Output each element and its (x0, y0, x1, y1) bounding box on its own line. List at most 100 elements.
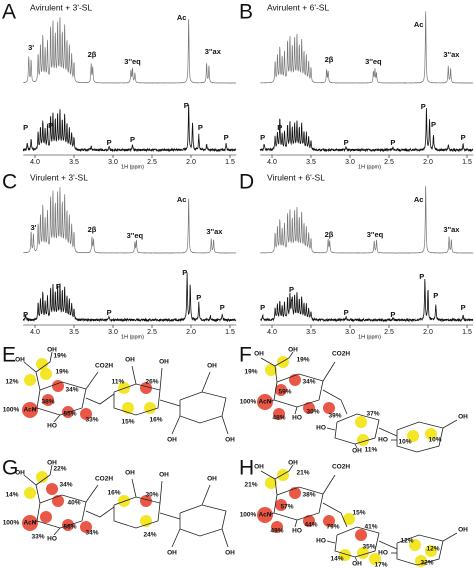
bond (85, 371, 99, 390)
atom-label: AcN (23, 407, 36, 414)
bond (31, 407, 38, 411)
bond (378, 427, 398, 437)
atom-label: OH (288, 347, 298, 354)
red-contact (80, 408, 92, 420)
atom-label: HO (47, 536, 57, 543)
bond (35, 351, 53, 373)
tick-label: 1.5 (225, 159, 235, 166)
tick-label: 3.0 (108, 159, 118, 166)
percent-label: 19% (53, 353, 66, 360)
bond (274, 464, 294, 480)
std-spectrum (22, 104, 237, 153)
tick-label: 3.0 (345, 329, 355, 336)
reference-spectrum (23, 17, 237, 84)
yellow-contact (277, 356, 289, 368)
percent-label: 16% (149, 417, 162, 424)
panel-title: Virulent + 3'-SL (30, 172, 88, 182)
percent-label: 15% (352, 510, 365, 517)
atom-label: CO2H (332, 351, 350, 358)
peak-label: 3''eq (367, 230, 384, 239)
red-contact (355, 529, 367, 541)
peak-label: 3''eq (127, 231, 144, 240)
std-peak-label: P (344, 138, 349, 147)
bond (159, 512, 181, 520)
atom-label: OH (352, 448, 362, 455)
std-peak-label: P (56, 282, 61, 291)
red-contact (275, 384, 287, 396)
tick-label: 1.5 (462, 329, 472, 336)
percent-label: 19% (296, 357, 309, 364)
percent-label: 48% (272, 415, 285, 422)
bond (322, 389, 348, 415)
tick-label: 3.5 (69, 329, 79, 336)
percent-label: 15% (121, 419, 134, 426)
red-contact (289, 487, 301, 499)
std-spectrum (259, 278, 474, 323)
panel-title: Avirulent + 6'-SL (267, 2, 329, 12)
panel-title: Avirulent + 3'-SL (30, 2, 92, 12)
percent-label: 34% (59, 482, 72, 489)
percent-label: 100% (240, 399, 257, 406)
yellow-contact (415, 555, 427, 567)
percent-label: 11% (112, 379, 125, 386)
peak-label: 2β (325, 55, 334, 64)
reference-spectrum (260, 11, 474, 84)
tick-label: 3.0 (345, 159, 355, 166)
tick-label: 3.5 (69, 159, 79, 166)
yellow-contact (409, 539, 421, 551)
std-peak-label: P (107, 138, 112, 147)
percent-label: 16% (107, 490, 120, 497)
tick-label: 3.0 (108, 329, 118, 336)
percent-label: 12% (400, 538, 413, 545)
tick-label: 2.5 (147, 329, 157, 336)
atom-label: OH (167, 550, 177, 557)
atom-label: CO2H (95, 476, 113, 483)
percent-label: 39% (328, 413, 341, 420)
atom-label: OH (225, 437, 235, 444)
percent-label: 59% (278, 389, 291, 396)
bond (294, 519, 298, 528)
yellow-contact (24, 374, 36, 386)
atom-label: HO (378, 550, 388, 557)
percent-label: 26% (145, 379, 158, 386)
std-peak-label: P (107, 308, 112, 317)
atom-label: OH (47, 347, 57, 354)
bond (171, 528, 181, 548)
atom-label: OH (159, 472, 169, 479)
yellow-contact (425, 428, 437, 440)
bond (354, 443, 358, 449)
std-peak-label: P (260, 303, 265, 312)
percent-label: 100% (240, 512, 257, 519)
yellow-contact (40, 368, 52, 380)
atom-label: OH (159, 359, 169, 366)
std-peak-label: P (390, 138, 395, 147)
percent-label: 14% (330, 556, 343, 563)
std-peak-label: P (23, 310, 28, 319)
std-peak-label: P (220, 303, 225, 312)
bond (268, 512, 275, 516)
atom-label: OH (167, 437, 177, 444)
tick-label: 4.0 (267, 329, 277, 336)
red-contact (275, 499, 287, 511)
red-contact (273, 408, 285, 420)
tick-label: 4.0 (30, 159, 40, 166)
tick-label: 2.0 (423, 329, 433, 336)
atom-label: CO2H (95, 363, 113, 370)
bond (31, 520, 38, 524)
std-peak-label: P (344, 308, 349, 317)
peak-label: 2β (88, 50, 97, 59)
peak-label: 3' (30, 223, 36, 232)
bond (442, 532, 458, 542)
percent-label: 37% (366, 411, 379, 418)
bond (201, 371, 211, 393)
red-contact (62, 519, 74, 531)
atom-label: OH (125, 357, 135, 364)
percent-label: 34% (65, 387, 78, 394)
percent-label: 11% (365, 447, 378, 454)
axis-label: 1H (ppm) (358, 334, 381, 340)
atom-label: OH (207, 476, 217, 483)
std-peak-label: P (182, 268, 187, 277)
percent-label: 35% (362, 544, 375, 551)
peak-label: Ac (177, 195, 187, 204)
bond (322, 361, 336, 382)
